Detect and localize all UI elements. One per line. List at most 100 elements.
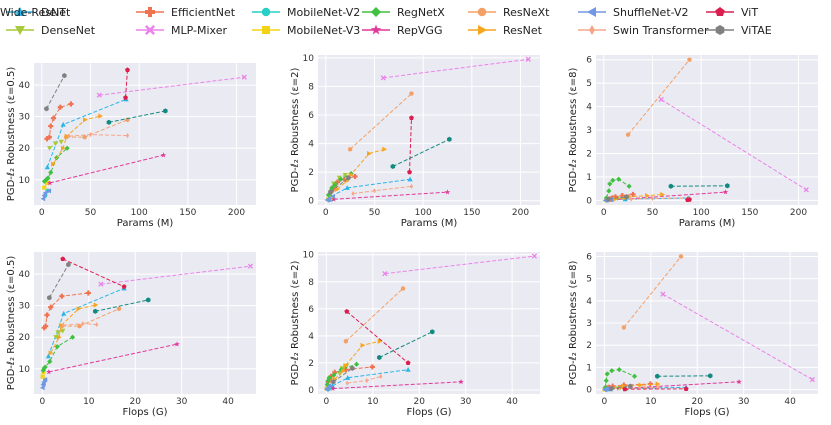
x-tick-label: 200 (512, 208, 529, 218)
y-axis-label: PGD-ℓ₂ Robustness (ε=0.5) (6, 256, 17, 391)
y-tick-label: 5 (586, 275, 592, 285)
data-point-wide-resnet (430, 329, 435, 335)
data-point-resnext (343, 339, 349, 344)
data-point-mobilenet-v3 (42, 185, 47, 190)
data-point-efficientnet (343, 367, 349, 373)
data-point-efficientnet (352, 173, 358, 180)
data-point-regnetx (609, 368, 615, 374)
data-point-swin-transformer (81, 321, 85, 327)
series-line-repvgg (48, 343, 178, 373)
data-point-resnet (83, 117, 88, 123)
series-line-vitae (608, 196, 627, 200)
y-tick-label: 10 (303, 54, 315, 64)
series-layer (39, 256, 254, 391)
x-tick-label: 100 (693, 208, 710, 218)
data-point-wide-resnet (146, 297, 151, 303)
data-point-resnet (60, 145, 66, 151)
data-point-regnetx (64, 145, 70, 151)
y-tick-label: 4 (586, 297, 592, 307)
data-point-regnetx (325, 192, 332, 198)
legend-entry-mobilenet-v3: MobileNet-V3 (252, 24, 360, 37)
data-point-efficientnet (57, 104, 63, 110)
data-point-shufflenet-v2 (604, 386, 610, 392)
series-layer (602, 57, 809, 203)
legend: DeiT DenseNet EfficientNet MLP-Mixer MobileN… (0, 6, 772, 37)
y-tick-label: 6 (586, 252, 592, 262)
data-point-deit (61, 310, 67, 316)
data-point-vitae (628, 383, 633, 389)
x-tick-label: 40 (222, 397, 234, 407)
data-point-resnet (660, 191, 666, 198)
y-tick-label: 10 (303, 251, 315, 261)
series-line-mlp-mixer (662, 293, 813, 381)
series-line-resnet (334, 340, 380, 380)
plot-area (34, 252, 256, 394)
data-point-mlp-mixer (380, 75, 386, 81)
y-tick-label: 20 (19, 144, 31, 154)
data-point-resnext (625, 132, 631, 137)
legend-marker-vit (715, 7, 725, 17)
x-tick-label: 10 (645, 397, 657, 407)
data-point-efficientnet (46, 134, 52, 140)
series-line-vitae (48, 264, 69, 299)
data-point-resnext (687, 57, 692, 62)
data-point-shufflenet-v2 (326, 195, 332, 202)
data-point-vit (344, 308, 350, 314)
data-point-efficientnet (630, 191, 636, 198)
data-point-mlp-mixer (96, 92, 102, 98)
data-point-deit (60, 121, 66, 127)
y-tick-label: 30 (19, 302, 31, 312)
legend-entry-repvgg: RepVGG (362, 24, 442, 37)
legend-label: MobileNet-V2 (287, 6, 360, 19)
legend-marker-resnext (477, 7, 487, 17)
x-tick-label: 150 (179, 208, 196, 218)
legend-entry-deit: DeiT (6, 6, 66, 19)
data-point-mlp-mixer (525, 56, 531, 62)
legend-marker-mlp-mixer (145, 25, 155, 35)
legend-label: MobileNet-V3 (287, 24, 360, 37)
legend-label: RegNetX (397, 6, 445, 19)
legend-entry-shufflenet-v2: ShuffleNet-V2 (578, 6, 689, 19)
data-point-resnext (400, 286, 406, 291)
chart-panel-params-eps-8: 0 50 100 150 200 0 1 2 3 4 5 6 Params (M) PGD-ℓ₂ Robu… (568, 55, 818, 229)
data-point-densenet (60, 328, 66, 334)
chart-panel-flops-eps-2: 0 10 20 30 40 0 2 4 6 8 10 Flops (G) PGD-ℓ₂ Robustne… (290, 251, 540, 418)
chart-panel-flops-eps-0.5: 0 10 20 30 40 10 20 30 40 Flops (G) PGD-ℓ₂ Robustn… (6, 252, 256, 418)
data-point-wide-resnet (725, 183, 730, 189)
data-point-efficientnet (85, 290, 91, 296)
data-point-regnetx (610, 177, 616, 183)
legend-marker-mobilenet-v2 (261, 7, 271, 17)
series-line-deit (332, 369, 409, 387)
x-tick-label: 30 (460, 397, 472, 407)
series-line-repvgg (333, 191, 448, 200)
data-point-vitae (331, 379, 336, 385)
data-point-repvgg (174, 341, 180, 347)
series-line-resnext (345, 288, 404, 342)
series-layer (324, 56, 531, 203)
data-point-efficientnet (332, 369, 338, 375)
data-point-swin-transformer (372, 188, 377, 194)
y-tick-label: 6 (586, 56, 592, 66)
data-point-resnet (93, 302, 99, 308)
data-point-swin-transformer (351, 190, 355, 197)
data-point-resnext (621, 325, 627, 330)
data-point-vit (407, 169, 412, 175)
data-point-mobilenet-v3 (40, 374, 45, 379)
data-point-vit (409, 115, 414, 120)
data-point-swin-transformer (125, 132, 130, 139)
data-point-resnet (56, 334, 62, 340)
x-tick-label: 20 (692, 397, 704, 407)
y-tick-label: 6 (308, 111, 314, 121)
series-line-vit (125, 69, 128, 98)
legend-entry-resnet: ResNet (468, 24, 543, 37)
data-point-wide-resnet (93, 308, 98, 314)
data-point-repvgg (722, 189, 729, 195)
x-tick-label: 200 (790, 208, 807, 218)
legend-marker-shufflenet-v2 (587, 7, 596, 17)
data-point-mlp-mixer (803, 187, 809, 193)
data-point-resnet (340, 368, 346, 374)
x-tick-label: 0 (39, 397, 45, 407)
data-point-mlp-mixer (658, 96, 664, 103)
legend-marker-swin-transformer (589, 25, 595, 35)
data-point-mlp-mixer (809, 376, 816, 383)
